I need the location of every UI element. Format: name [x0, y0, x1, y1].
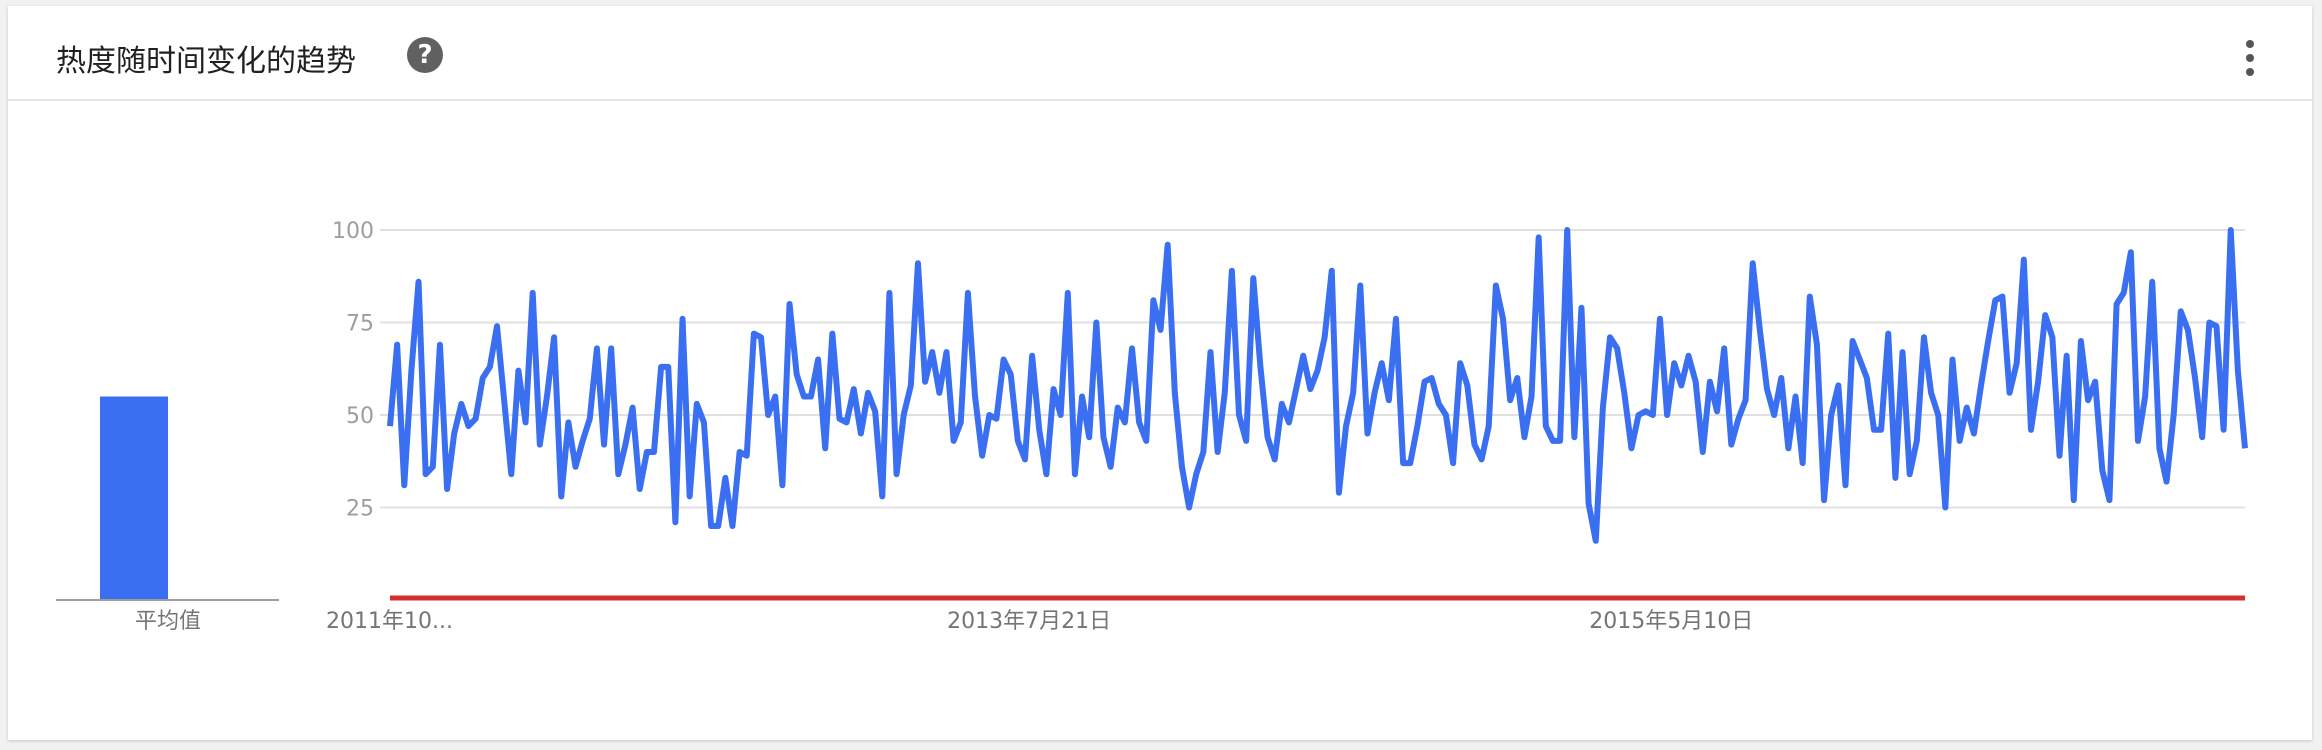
x-axis-labels: 2011年10... 2013年7月21日 2015年5月10日 — [326, 609, 1753, 634]
average-bar — [100, 397, 168, 601]
y-tick-label: 75 — [346, 312, 374, 337]
y-tick-label: 100 — [332, 219, 374, 244]
average-label: 平均值 — [135, 609, 201, 634]
x-tick-label: 2015年5月10日 — [1589, 609, 1753, 634]
x-tick-label: 2011年10... — [326, 609, 453, 634]
x-tick-label: 2013年7月21日 — [947, 609, 1111, 634]
y-tick-label: 50 — [346, 404, 374, 429]
series-line — [390, 230, 2245, 541]
average-panel: 平均值 — [56, 397, 279, 635]
y-tick-label: 25 — [346, 497, 374, 522]
